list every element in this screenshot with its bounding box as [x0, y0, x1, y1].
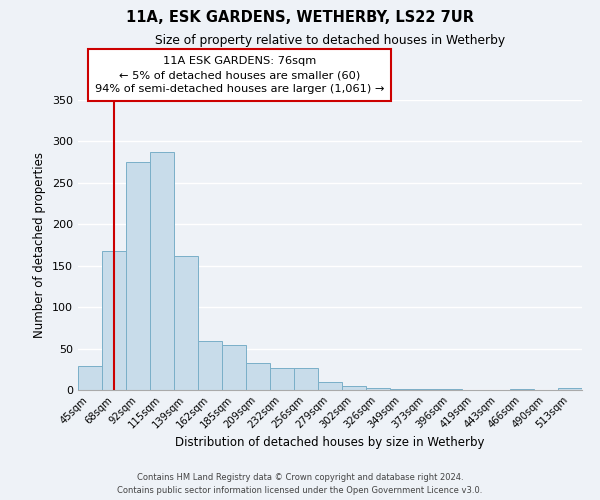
Y-axis label: Number of detached properties: Number of detached properties [34, 152, 46, 338]
Bar [78, 366, 102, 390]
Bar [198, 341, 222, 390]
Title: Size of property relative to detached houses in Wetherby: Size of property relative to detached ho… [155, 34, 505, 48]
Bar [390, 389, 414, 390]
Bar [246, 362, 270, 390]
Text: Contains HM Land Registry data © Crown copyright and database right 2024.
Contai: Contains HM Land Registry data © Crown c… [118, 474, 482, 495]
Bar [366, 388, 390, 390]
Bar [294, 368, 318, 390]
Text: 11A ESK GARDENS: 76sqm
← 5% of detached houses are smaller (60)
94% of semi-deta: 11A ESK GARDENS: 76sqm ← 5% of detached … [95, 56, 384, 94]
Bar [270, 368, 294, 390]
Bar [174, 256, 198, 390]
X-axis label: Distribution of detached houses by size in Wetherby: Distribution of detached houses by size … [175, 436, 485, 449]
Bar [102, 251, 126, 390]
Bar [510, 389, 534, 390]
Bar [318, 382, 342, 390]
Bar [150, 152, 174, 390]
Bar [342, 386, 366, 390]
Bar [438, 389, 462, 390]
Bar [414, 389, 438, 390]
Bar [126, 162, 150, 390]
Text: 11A, ESK GARDENS, WETHERBY, LS22 7UR: 11A, ESK GARDENS, WETHERBY, LS22 7UR [126, 10, 474, 25]
Bar [558, 388, 582, 390]
Bar [222, 346, 246, 390]
